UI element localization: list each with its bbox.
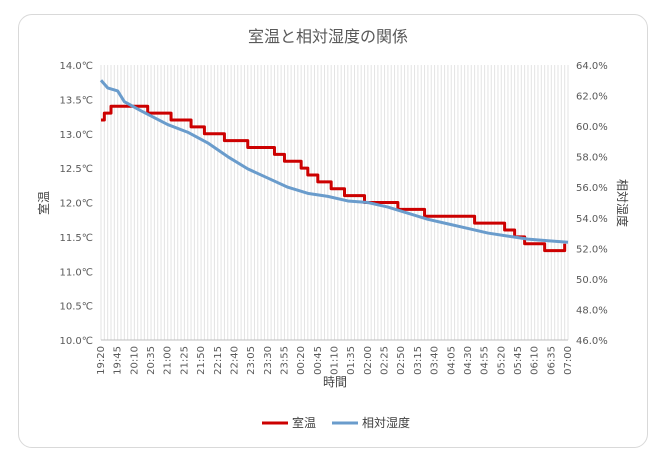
x-axis-title: 時間	[323, 375, 347, 389]
left-tick-label: 10.5℃	[60, 302, 94, 313]
x-tick-label: 02:00	[363, 346, 374, 375]
humidity-line	[99, 79, 569, 244]
x-tick-label: 04:30	[463, 346, 474, 375]
x-tick-label: 00:20	[296, 346, 307, 375]
right-tick-label: 46.0%	[576, 336, 608, 347]
temperature-line	[101, 104, 567, 253]
right-tick-label: 52.0%	[576, 244, 608, 255]
x-tick-label: 00:45	[313, 346, 324, 375]
x-tick-label: 20:10	[129, 346, 140, 375]
left-tick-label: 11.0℃	[60, 267, 94, 278]
x-tick-label: 03:15	[413, 346, 424, 375]
x-tick-label: 06:10	[530, 346, 541, 375]
right-tick-label: 64.0%	[576, 61, 608, 72]
x-tick-label: 21:25	[179, 346, 190, 375]
x-tick-label: 04:05	[446, 346, 457, 375]
chart-frame	[18, 14, 648, 448]
legend: 室温 相対湿度	[262, 415, 410, 430]
series-lines	[99, 79, 569, 253]
right-tick-label: 54.0%	[576, 214, 608, 225]
x-tick-label: 05:20	[496, 346, 507, 375]
left-tick-label: 13.5℃	[60, 95, 94, 106]
x-tick-label: 23:55	[279, 346, 290, 375]
x-tick-label: 06:35	[546, 346, 557, 375]
left-axis-title: 室温	[36, 191, 51, 215]
right-tick-label: 50.0%	[576, 275, 608, 286]
legend-label: 室温	[292, 415, 316, 430]
x-tick-label: 22:15	[213, 346, 224, 375]
x-tick-label: 01:10	[330, 346, 341, 375]
x-tick-label: 07:00	[563, 346, 574, 375]
x-tick-label: 20:35	[146, 346, 157, 375]
x-tick-label: 05:45	[513, 346, 524, 375]
x-tick-label: 23:30	[263, 346, 274, 375]
right-tick-label: 60.0%	[576, 122, 608, 133]
x-tick-label: 21:50	[196, 346, 207, 375]
chart-title: 室温と相対湿度の関係	[248, 27, 408, 46]
x-tick-label: 23:05	[246, 346, 257, 375]
grid	[100, 65, 569, 340]
left-tick-label: 12.5℃	[60, 164, 94, 175]
axes: 14.0℃ 13.5℃ 13.0℃ 12.5℃ 12.0℃ 11.5℃ 11.0℃ 10.5℃…	[60, 61, 608, 375]
x-tick-label: 02:50	[396, 346, 407, 375]
legend-label: 相対湿度	[362, 415, 410, 430]
left-tick-label: 11.5℃	[60, 233, 94, 244]
left-tick-label: 12.0℃	[60, 199, 94, 210]
right-tick-label: 56.0%	[576, 183, 608, 194]
x-tick-label: 19:20	[96, 346, 107, 375]
right-axis-title: 相対湿度	[615, 179, 630, 227]
x-tick-label: 03:40	[430, 346, 441, 375]
x-tick-label: 01:35	[346, 346, 357, 375]
left-tick-label: 10.0℃	[60, 336, 94, 347]
x-tick-label: 19:45	[113, 346, 124, 375]
x-tick-label: 22:40	[229, 346, 240, 375]
x-tick-label: 04:55	[480, 346, 491, 375]
left-tick-label: 13.0℃	[60, 130, 94, 141]
x-tick-label: 02:25	[380, 346, 391, 375]
left-tick-label: 14.0℃	[60, 61, 94, 72]
x-tick-label: 21:00	[163, 346, 174, 375]
right-tick-label: 62.0%	[576, 92, 608, 103]
right-tick-label: 48.0%	[576, 305, 608, 316]
right-tick-label: 58.0%	[576, 153, 608, 164]
